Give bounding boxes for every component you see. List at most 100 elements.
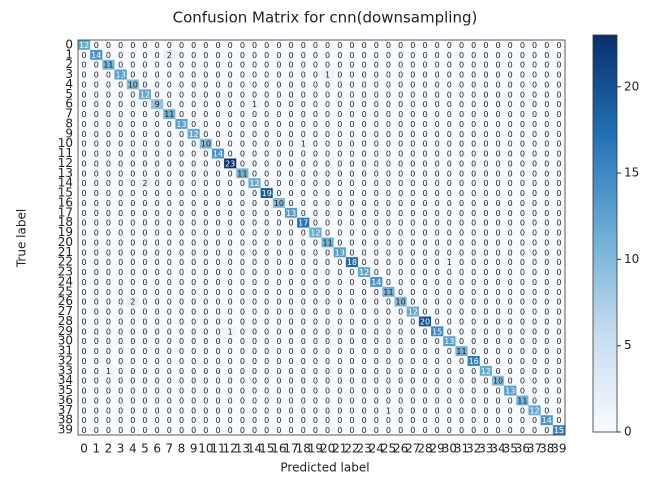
cell-value: 0 [203,179,208,188]
cell-value: 0 [215,367,220,376]
cell-value: 0 [544,317,549,326]
cell-value: 0 [374,219,379,228]
cell [163,40,176,51]
cell-value: 0 [508,396,513,405]
cell [540,316,554,327]
cell-value: 0 [374,41,379,50]
cell-value: 0 [398,377,403,386]
cell [552,89,566,100]
cell-value: 0 [106,396,111,405]
cell-value: 0 [495,327,500,336]
cell-value: 0 [349,298,354,307]
cell-value: 0 [155,120,160,129]
cell [358,316,371,327]
cell [467,277,481,288]
cell [78,128,91,140]
cell [260,356,274,367]
cell [406,356,420,367]
cell [528,415,541,426]
cell [138,326,152,337]
cell [345,346,359,357]
cell-value: 0 [155,406,160,415]
cell-value: 0 [495,51,500,60]
cell [138,346,152,357]
cell [516,247,529,258]
cell [309,188,322,199]
cell-value: 0 [215,61,220,70]
cell-value: 0 [544,140,549,149]
cell-value: 0 [483,298,488,307]
cell [333,425,347,436]
cell [90,109,103,120]
cell-value: 0 [301,416,306,425]
cell-value: 0 [471,367,476,376]
cell-value: 0 [520,140,525,149]
cell [199,148,213,159]
cell [102,346,115,357]
cell-value: 0 [520,248,525,257]
cell [516,79,529,90]
cell-value: 0 [544,406,549,415]
cell-value: 0 [337,317,342,326]
cell-value: 0 [240,41,245,50]
cell-value: 0 [142,248,147,257]
cell [540,296,554,307]
cell-value: 0 [106,238,111,247]
cell-value: 0 [215,406,220,415]
cell-value: 0 [94,179,99,188]
cell [211,148,225,159]
cell-value: 0 [447,357,452,366]
cell [78,207,91,219]
cell-value: 0 [142,278,147,287]
cell [260,346,274,357]
cell [370,109,383,120]
cell-value: 0 [495,288,500,297]
cell-value: 0 [471,327,476,336]
cell [272,385,286,396]
cell [552,237,566,248]
cell-value: 0 [398,51,403,60]
cell [345,395,359,406]
cell-value: 0 [422,100,427,109]
cell-value: 0 [447,71,452,80]
cell-value: 0 [362,308,367,317]
cell-value: 0 [374,110,379,119]
cell-value: 0 [215,51,220,60]
cell-value: 0 [556,238,561,247]
cell-value: 0 [240,120,245,129]
x-tick-label: 26 [393,442,408,456]
cell-value: 0 [447,308,452,317]
cell-value: 0 [94,298,99,307]
cell-value: 0 [349,110,354,119]
cell [394,138,408,149]
cell-value: 0 [337,416,342,425]
cell [394,178,408,189]
cell [224,99,237,110]
cell-value: 0 [82,150,87,159]
cell [90,375,103,386]
cell [175,277,188,288]
cell-value: 0 [398,100,403,109]
cell [382,405,395,416]
cell [431,79,444,90]
cell-value: 0 [289,258,294,267]
cell-value: 0 [106,416,111,425]
cell [102,257,115,268]
cell-value: 0 [532,357,537,366]
cell [516,306,529,317]
cell [309,168,322,179]
cell-value: 0 [325,426,330,435]
cell [345,326,359,337]
cell-value: 0 [289,377,294,386]
cell [406,128,420,140]
cell [236,296,249,307]
cell [126,198,140,209]
cell-value: 0 [349,278,354,287]
cell-value: 0 [386,51,391,60]
cell [431,198,444,209]
cell-value: 0 [495,120,500,129]
cell [199,237,213,248]
cell [138,168,152,179]
cell-value: 0 [435,298,440,307]
cell [138,385,152,396]
